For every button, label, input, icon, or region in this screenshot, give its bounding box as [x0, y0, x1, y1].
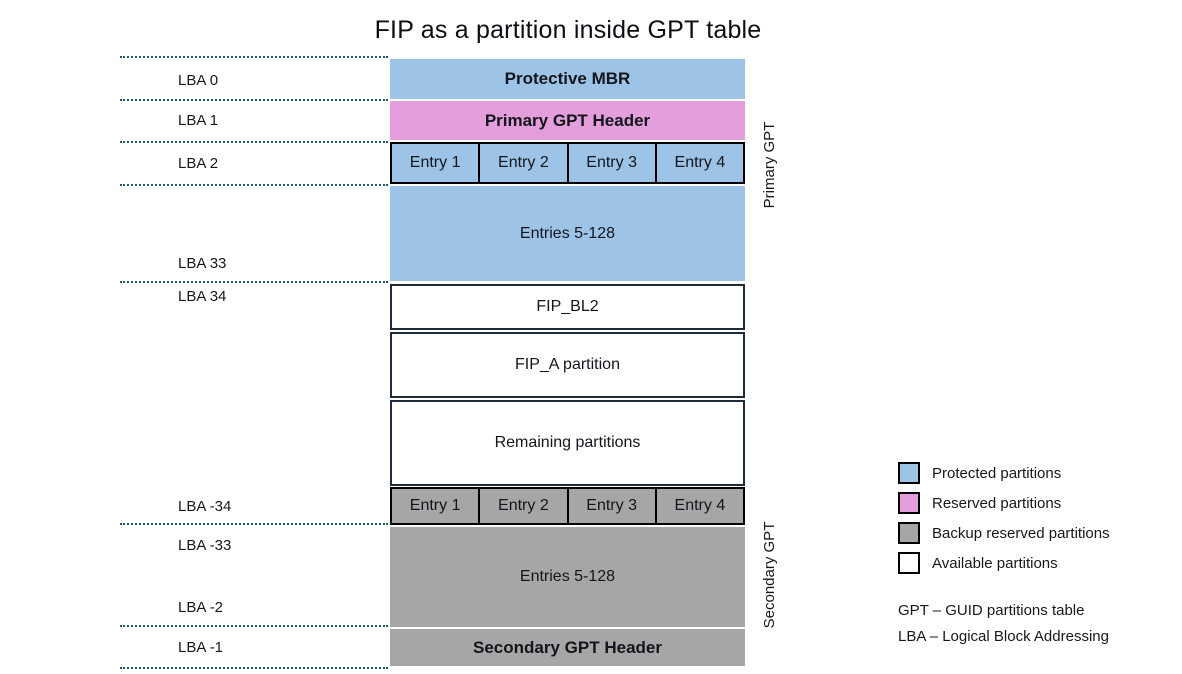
secondary-gpt-side-label: Secondary GPT [761, 521, 778, 629]
entry-cell: Entry 3 [568, 142, 657, 184]
lba-divider-line [120, 667, 388, 669]
legend: Protected partitions Reserved partitions… [898, 462, 1178, 582]
lba-label-34: LBA 34 [178, 288, 227, 305]
entry-cell: Entry 2 [480, 487, 569, 525]
legend-item-backup: Backup reserved partitions [898, 522, 1178, 544]
block-primary-gpt-header: Primary GPT Header [390, 101, 745, 140]
lba-label-33: LBA 33 [178, 255, 227, 272]
primary-gpt-side-label: Primary GPT [761, 121, 778, 209]
block-protective-mbr: Protective MBR [390, 59, 745, 99]
legend-swatch-backup [898, 522, 920, 544]
lba-divider-line [120, 56, 388, 58]
lba-label-2: LBA 2 [178, 155, 219, 172]
entry-cell: Entry 1 [390, 487, 481, 525]
lba-label-0: LBA 0 [178, 72, 219, 89]
entry-cell: Entry 3 [568, 487, 657, 525]
legend-label: Protected partitions [932, 464, 1062, 482]
lba-acronym-note: LBA – Logical Block Addressing [898, 628, 1109, 645]
block-remaining-partitions: Remaining partitions [390, 400, 745, 486]
lba-label-neg2: LBA -2 [178, 599, 224, 616]
legend-swatch-available [898, 552, 920, 574]
lba-divider-line [120, 625, 388, 627]
block-primary-entries-rest: Entries 5-128 [390, 186, 745, 281]
partition-column: Protective MBR Primary GPT Header Entry … [390, 0, 745, 674]
primary-entry-row: Entry 1 Entry 2 Entry 3 Entry 4 [390, 142, 745, 184]
block-secondary-entries-rest: Entries 5-128 [390, 527, 745, 627]
legend-swatch-reserved [898, 492, 920, 514]
legend-item-available: Available partitions [898, 552, 1178, 574]
secondary-entry-row: Entry 1 Entry 2 Entry 3 Entry 4 [390, 487, 745, 525]
gpt-acronym-note: GPT – GUID partitions table [898, 602, 1085, 619]
entry-cell: Entry 1 [390, 142, 481, 184]
lba-label-1: LBA 1 [178, 112, 219, 129]
lba-label-neg34: LBA -34 [178, 498, 232, 515]
lba-divider-line [120, 281, 388, 283]
block-fip-bl2: FIP_BL2 [390, 284, 745, 330]
lba-divider-line [120, 99, 388, 101]
lba-label-neg1: LBA -1 [178, 639, 224, 656]
lba-label-neg33: LBA -33 [178, 537, 232, 554]
legend-swatch-protected [898, 462, 920, 484]
lba-divider-line [120, 141, 388, 143]
legend-item-reserved: Reserved partitions [898, 492, 1178, 514]
diagram-title: FIP as a partition inside GPT table [374, 16, 762, 44]
legend-label: Available partitions [932, 554, 1058, 572]
block-secondary-gpt-header: Secondary GPT Header [390, 629, 745, 666]
entry-cell: Entry 4 [656, 142, 745, 184]
lba-divider-line [120, 184, 388, 186]
entry-cell: Entry 2 [480, 142, 569, 184]
block-fip-a-partition: FIP_A partition [390, 332, 745, 398]
legend-item-protected: Protected partitions [898, 462, 1178, 484]
legend-label: Backup reserved partitions [932, 524, 1110, 542]
entry-cell: Entry 4 [656, 487, 745, 525]
lba-divider-line [120, 523, 388, 525]
legend-label: Reserved partitions [932, 494, 1062, 512]
